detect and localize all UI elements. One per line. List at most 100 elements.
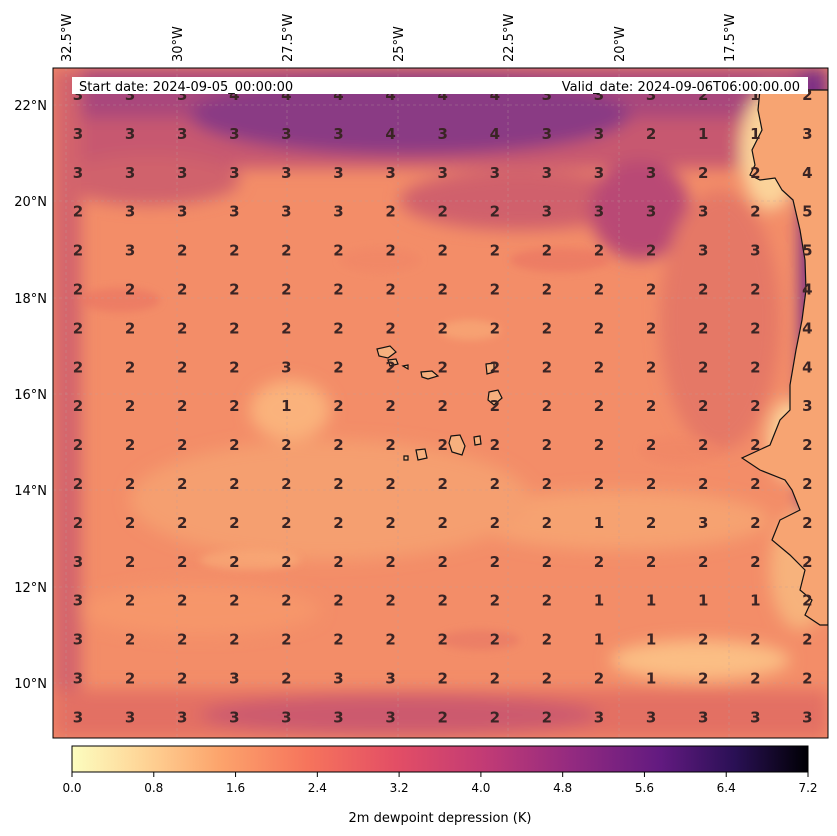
colorbar: 0.0 0.8 1.6 2.4 3.2 4.0 4.8 5.6 6.4 7.2 2m dewpoi… xyxy=(62,745,818,826)
grid-value: 2 xyxy=(333,514,343,532)
grid-value: 2 xyxy=(698,553,708,571)
grid-value: 2 xyxy=(490,670,500,688)
grid-value: 2 xyxy=(177,358,187,376)
colorbar-tick-label: 4.0 xyxy=(471,781,490,795)
grid-value: 2 xyxy=(646,514,656,532)
grid-value: 2 xyxy=(542,281,552,299)
grid-value: 3 xyxy=(698,708,708,726)
grid-value: 2 xyxy=(698,631,708,649)
grid-value: 3 xyxy=(125,125,135,143)
grid-value: 3 xyxy=(594,203,604,221)
grid-value: 2 xyxy=(542,436,552,454)
grid-value: 2 xyxy=(385,514,395,532)
lat-label: 18°N xyxy=(14,292,47,307)
lon-label: 22.5°W xyxy=(502,14,517,62)
lon-label: 20°W xyxy=(613,26,628,62)
grid-value: 2 xyxy=(750,397,760,415)
grid-value: 2 xyxy=(437,592,447,610)
grid-value: 3 xyxy=(333,125,343,143)
grid-value: 2 xyxy=(177,631,187,649)
grid-value: 2 xyxy=(750,631,760,649)
graticule xyxy=(53,68,828,738)
grid-value: 2 xyxy=(177,319,187,337)
grid-value: 5 xyxy=(802,203,812,221)
grid-value: 3 xyxy=(542,86,552,104)
latitude-labels: 22°N 20°N 18°N 16°N 14°N 12°N 10°N xyxy=(14,99,47,692)
grid-value: 3 xyxy=(646,86,656,104)
grid-value: 3 xyxy=(73,86,83,104)
grid-value: 3 xyxy=(437,125,447,143)
grid-value: 4 xyxy=(385,125,395,143)
grid-value: 2 xyxy=(802,631,812,649)
grid-value: 2 xyxy=(802,592,812,610)
grid-value: 2 xyxy=(750,281,760,299)
grid-value: 3 xyxy=(125,708,135,726)
colorbar-tick-label: 0.8 xyxy=(144,781,163,795)
grid-value: 2 xyxy=(490,397,500,415)
grid-value: 3 xyxy=(385,708,395,726)
grid-value: 2 xyxy=(281,670,291,688)
grid-value: 3 xyxy=(73,164,83,182)
grid-value: 2 xyxy=(73,281,83,299)
grid-value: 2 xyxy=(437,397,447,415)
grid-value: 2 xyxy=(229,319,239,337)
grid-value: 4 xyxy=(802,319,812,337)
grid-value: 2 xyxy=(542,553,552,571)
grid-value: 2 xyxy=(437,553,447,571)
colorbar-tick-label: 7.2 xyxy=(798,781,817,795)
grid-value: 3 xyxy=(281,358,291,376)
grid-value: 2 xyxy=(437,708,447,726)
grid-value: 2 xyxy=(125,475,135,493)
grid-value: 3 xyxy=(73,553,83,571)
grid-value: 3 xyxy=(333,203,343,221)
grid-value: 2 xyxy=(73,242,83,260)
lat-label: 14°N xyxy=(14,484,47,499)
grid-value: 1 xyxy=(594,514,604,532)
lon-label: 25°W xyxy=(392,26,407,62)
grid-value: 2 xyxy=(594,475,604,493)
grid-value: 2 xyxy=(646,553,656,571)
grid-value: 2 xyxy=(177,397,187,415)
grid-value: 2 xyxy=(281,475,291,493)
grid-value: 2 xyxy=(177,592,187,610)
grid-value: 2 xyxy=(333,553,343,571)
grid-value: 3 xyxy=(73,708,83,726)
grid-value: 2 xyxy=(490,514,500,532)
grid-value: 3 xyxy=(698,203,708,221)
grid-value: 2 xyxy=(385,397,395,415)
grid-value: 2 xyxy=(73,436,83,454)
grid-value: 2 xyxy=(542,397,552,415)
grid-value: 2 xyxy=(490,436,500,454)
grid-value: 3 xyxy=(73,670,83,688)
grid-value: 2 xyxy=(281,592,291,610)
grid-value: 2 xyxy=(437,281,447,299)
grid-value: 2 xyxy=(281,514,291,532)
grid-value: 3 xyxy=(333,708,343,726)
grid-value: 2 xyxy=(542,631,552,649)
grid-value: 1 xyxy=(594,631,604,649)
grid-value: 3 xyxy=(802,708,812,726)
grid-value: 3 xyxy=(229,670,239,688)
grid-value: 1 xyxy=(646,670,656,688)
grid-value: 2 xyxy=(594,553,604,571)
grid-value: 3 xyxy=(177,203,187,221)
grid-value: 2 xyxy=(333,592,343,610)
grid-value: 2 xyxy=(490,242,500,260)
grid-value: 3 xyxy=(542,203,552,221)
colorbar-tick-label: 6.4 xyxy=(717,781,736,795)
grid-value: 4 xyxy=(437,86,447,104)
grid-value: 2 xyxy=(125,553,135,571)
grid-value: 2 xyxy=(750,203,760,221)
grid-value: 2 xyxy=(125,319,135,337)
grid-value: 1 xyxy=(646,631,656,649)
grid-value: 2 xyxy=(646,436,656,454)
grid-value: 2 xyxy=(229,514,239,532)
grid-value: 3 xyxy=(646,164,656,182)
grid-value: 2 xyxy=(125,631,135,649)
grid-value: 2 xyxy=(542,670,552,688)
grid-value: 2 xyxy=(385,281,395,299)
grid-value: 2 xyxy=(281,242,291,260)
grid-value: 4 xyxy=(802,164,812,182)
grid-value: 2 xyxy=(437,319,447,337)
grid-value: 2 xyxy=(437,475,447,493)
